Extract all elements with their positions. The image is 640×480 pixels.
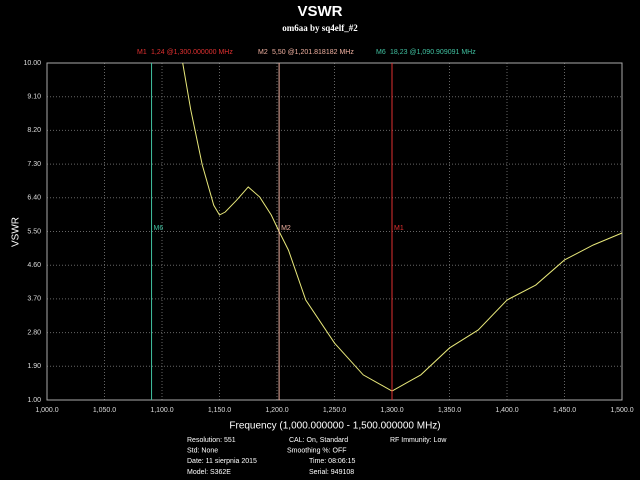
chart-title: VSWR	[298, 3, 343, 20]
y-axis-label: VSWR	[11, 217, 22, 247]
y-tick-label: 2.80	[27, 329, 41, 336]
y-tick-label: 9.10	[27, 94, 41, 101]
plot-frame	[46, 62, 623, 401]
y-tick-label: 5.50	[27, 228, 41, 235]
x-tick-label: 1,000.0	[35, 407, 58, 414]
y-tick-label: 3.70	[27, 296, 41, 303]
x-tick-label: 1,350.0	[438, 407, 461, 414]
x-tick-label: 1,200.0	[265, 407, 288, 414]
y-tick-label: 7.30	[27, 161, 41, 168]
marker-header-label: M1	[137, 49, 147, 56]
marker-header-reading: 18,23 @1,090.909091 MHz	[390, 49, 476, 56]
marker-header-label: M2	[258, 49, 268, 56]
x-tick-label: 1,400.0	[495, 407, 518, 414]
x-tick-label: 1,150.0	[208, 407, 231, 414]
footer-info: Model: S362E	[187, 469, 231, 476]
y-tick-label: 10.00	[23, 60, 41, 67]
footer-info: RF Immunity: Low	[390, 437, 447, 444]
footer-info: Smoothing %: OFF	[287, 448, 347, 455]
y-tick-label: 8.20	[27, 127, 41, 134]
marker-label: M2	[281, 225, 291, 232]
vswr-curve	[182, 62, 623, 392]
footer-info: Serial: 949108	[309, 469, 354, 476]
marker-label: M1	[394, 225, 404, 232]
marker-header-label: M6	[376, 49, 386, 56]
footer-info: CAL: On, Standard	[289, 437, 348, 444]
y-tick-label: 1.90	[27, 363, 41, 370]
footer-info: Resolution: 551	[187, 437, 236, 444]
marker-label: M6	[154, 225, 164, 232]
footer-info: Time: 08:06:15	[309, 458, 356, 465]
footer-info: Std: None	[187, 448, 218, 455]
marker-header-reading: 1,24 @1,300.000000 MHz	[151, 49, 233, 56]
y-tick-label: 6.40	[27, 195, 41, 202]
x-tick-label: 1,500.0	[610, 407, 633, 414]
x-tick-label: 1,100.0	[150, 407, 173, 414]
footer-info: Date: 11 sierpnia 2015	[187, 458, 257, 465]
x-axis-label: Frequency (1,000.000000 - 1,500.000000 M…	[229, 421, 440, 432]
x-tick-label: 1,450.0	[553, 407, 576, 414]
x-tick-label: 1,250.0	[323, 407, 346, 414]
x-tick-label: 1,300.0	[380, 407, 403, 414]
marker-header-reading: 5,50 @1,201.818182 MHz	[272, 49, 354, 56]
y-tick-label: 1.00	[27, 397, 41, 404]
chart-subtitle: om6aa by sq4elf_#2	[282, 23, 358, 33]
x-tick-label: 1,050.0	[93, 407, 116, 414]
y-tick-label: 4.60	[27, 262, 41, 269]
